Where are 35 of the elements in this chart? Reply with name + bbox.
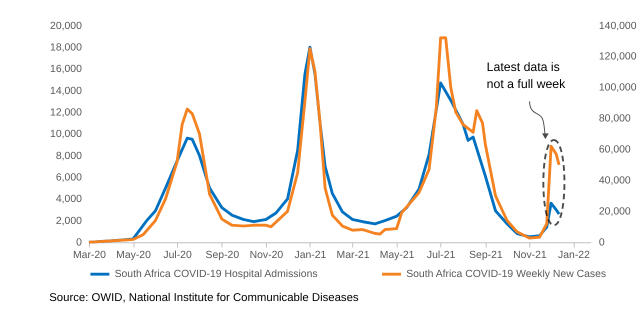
annotation: Latest data is not a full week [486,60,566,91]
x-tick-label: Nov-20 [250,250,284,261]
x-tick-label: Nov-21 [513,250,547,261]
x-tick-label: Sep-20 [206,250,240,261]
y-tick-label: 12,000 [50,107,82,118]
x-tick-label: Jul-21 [426,250,456,261]
x-tick-label: May-21 [380,250,415,261]
y-tick-label: 6,000 [56,172,82,184]
x-tick-label: Jan-22 [558,250,590,261]
y2-tick-label: 0 [598,238,605,249]
source-note: Source: OWID, National Institute for Communicable Diseases [49,292,359,304]
y-tick-label: 2,000 [56,216,82,227]
y-tick-label: 8,000 [56,150,82,162]
y-tick-label: 18,000 [50,42,82,54]
y2-tick-label: 100,000 [598,82,637,94]
x-tick-label: May-20 [116,250,152,261]
x-tick-label: Jan-21 [294,250,327,261]
y2-tick-label: 120,000 [598,52,637,63]
x-tick-label: Mar-21 [336,250,370,261]
y-tick-label: 10,000 [50,129,82,140]
x-tick-label: Mar-20 [72,250,106,261]
y2-tick-label: 40,000 [598,176,631,187]
legend-label: South Africa COVID-19 Hospital Admissions [114,269,318,280]
legend-label: South Africa COVID-19 Weekly New Cases [406,269,606,280]
y-tick-label: 0 [76,238,82,249]
y2-tick-label: 20,000 [598,206,631,218]
y-tick-label: 14,000 [50,86,82,97]
y-tick-label: 4,000 [56,194,82,206]
y2-tick-label: 140,000 [598,20,637,32]
x-tick-label: Sep-21 [469,250,503,261]
y-tick-label: 20,000 [50,20,82,32]
x-tick-label: Jul-20 [163,250,192,261]
y2-tick-label: 60,000 [598,144,631,156]
y2-tick-label: 80,000 [598,114,631,125]
y-tick-label: 16,000 [50,64,82,76]
